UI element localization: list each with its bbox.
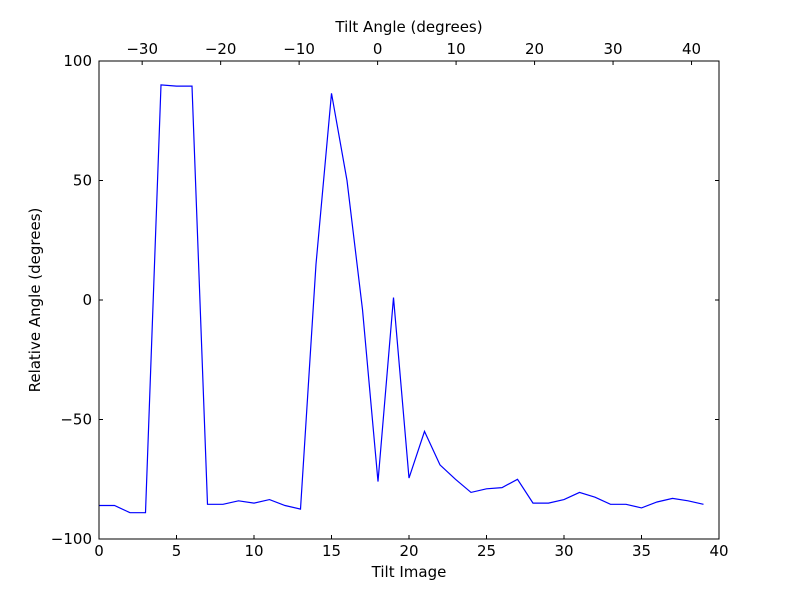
y-tick-label: 100 xyxy=(63,52,92,70)
y-tick-label: −50 xyxy=(60,411,92,429)
x-tick-label: 35 xyxy=(632,542,651,560)
top-x-tick-label: 40 xyxy=(682,40,701,58)
y-tick-label: 50 xyxy=(73,172,92,190)
x-tick-label: 30 xyxy=(554,542,573,560)
y-tick-label: −100 xyxy=(51,530,92,548)
top-x-tick-label: 0 xyxy=(373,40,383,58)
x-tick-label: 20 xyxy=(399,542,418,560)
top-x-tick-label: −30 xyxy=(126,40,158,58)
x-tick-label: 0 xyxy=(94,542,104,560)
top-x-tick-label: −20 xyxy=(205,40,237,58)
axes xyxy=(98,60,720,540)
top-x-axis-title: Tilt Angle (degrees) xyxy=(334,18,482,36)
labels: 0 5 10 15 20 25 30 35 40−30 −20 −10 0 10 20 30 40−100−5… xyxy=(26,18,729,581)
plot-area xyxy=(99,84,704,514)
x-axis-title: Tilt Image xyxy=(371,563,447,581)
x-tick-label: 10 xyxy=(244,542,263,560)
top-x-tick-label: 30 xyxy=(604,40,623,58)
plot-frame xyxy=(98,60,720,540)
x-tick-label: 25 xyxy=(477,542,496,560)
series-line-0 xyxy=(99,84,704,514)
x-tick-label: 15 xyxy=(322,542,341,560)
top-x-tick-label: 10 xyxy=(447,40,466,58)
top-x-tick-label: 20 xyxy=(525,40,544,58)
top-x-tick-label: −10 xyxy=(283,40,315,58)
x-tick-label: 5 xyxy=(172,542,182,560)
y-tick-label: 0 xyxy=(82,291,92,309)
y-axis-title: Relative Angle (degrees) xyxy=(26,208,44,393)
x-tick-label: 40 xyxy=(709,542,728,560)
